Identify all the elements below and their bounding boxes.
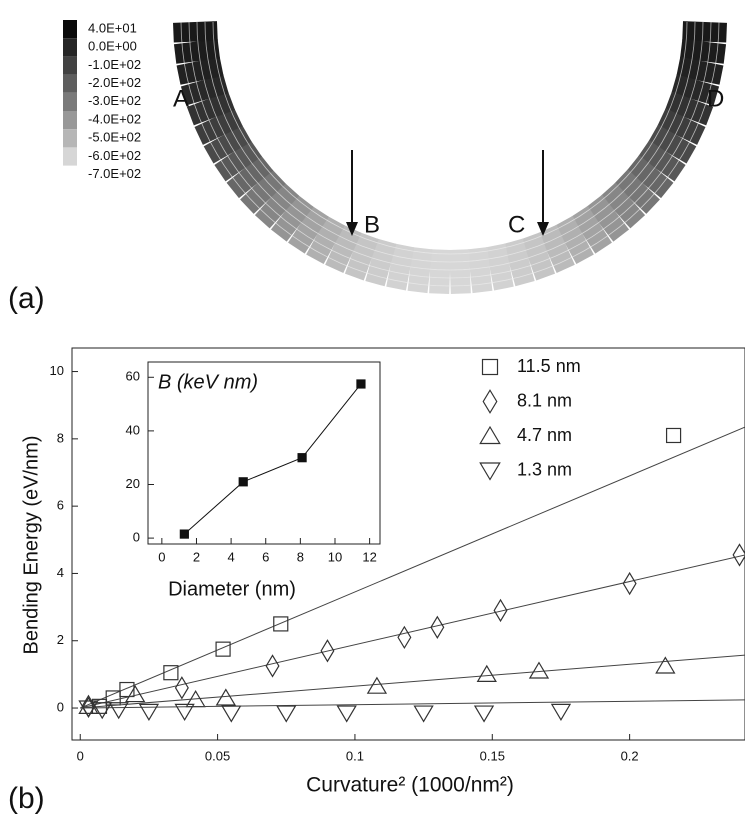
tube-segment [600,212,616,224]
y-tick-label: 20 [126,476,140,491]
colorbar-swatch [63,93,77,111]
marker [298,454,306,462]
tube-segment [548,245,566,253]
x-tick-label: 4 [227,549,234,564]
colorbar-label: -3.0E+02 [88,93,141,108]
tube [181,22,719,286]
x-tick-label: 8 [297,549,304,564]
tube-segment [698,61,702,80]
colorbar-swatch [63,111,77,129]
tube-line [181,22,719,286]
colorbar-label: -7.0E+02 [88,166,141,181]
y-tick-label: 6 [57,498,64,513]
point-label: B [364,211,380,238]
tube-segment [430,271,450,272]
marker [357,380,365,388]
point-label: D [707,85,724,112]
tube-segment [630,184,644,198]
tube-segment [704,22,705,42]
main-chart: 0 0.05 0.1 0.15 0.2 0 2 4 6 8 10 Curvature² (1000/n… [20,348,745,797]
point-label: A [173,85,189,112]
colorbar-label: -1.0E+02 [88,57,141,72]
tube-segment [256,184,270,198]
x-tick-label: 0.05 [205,748,230,763]
tube-line [197,22,703,270]
tube-segment [644,169,656,184]
colorbar-label: -6.0E+02 [88,148,141,163]
legend-label: 11.5 nm [517,356,581,376]
tube-segment [195,22,196,42]
page: (a) (b) A B C D 4.0E+01 0.0E+00 -1.0E+02 -2… [0,0,745,819]
tube-segment [677,118,685,136]
y-tick-label: 2 [57,632,64,647]
colorbar-swatch [63,56,77,74]
x-tick-label: 6 [262,549,269,564]
tube-segment [490,265,510,269]
colorbar-label: -5.0E+02 [88,130,141,145]
colorbar-label: 0.0E+00 [88,39,137,54]
x-axis-label: Curvature² (1000/nm²) [306,774,514,797]
colorbar: 4.0E+01 0.0E+00 -1.0E+02 -2.0E+02 -3.0E+02 -4… [63,20,141,181]
x-tick-label: 0 [77,748,84,763]
legend-label: 4.7 nm [517,425,572,445]
y-tick-label: 0 [57,699,64,714]
y-tick-label: 4 [57,565,64,580]
figure: (a) (b) A B C D 4.0E+01 0.0E+00 -1.0E+02 -2… [0,0,745,819]
y-tick-label: 60 [126,369,140,384]
colorbar-swatch [63,75,77,93]
x-tick-label: 2 [193,549,200,564]
tube-segment [450,271,470,272]
marker [239,478,247,486]
x-tick-label: 12 [362,549,376,564]
y-tick-label: 10 [50,363,64,378]
legend-label: 8.1 nm [517,390,572,410]
colorbar-label: -4.0E+02 [88,111,141,126]
y-axis-label: Bending Energy (eV/nm) [20,435,42,654]
point-label: C [508,211,525,238]
x-tick-label: 10 [328,549,342,564]
colorbar-swatch [63,129,77,147]
tube-line [189,22,711,278]
tube-segment [214,118,222,136]
tube-segment [284,212,300,224]
colorbar-label: 4.0E+01 [88,20,137,35]
x-tick-label: 0 [158,549,165,564]
tube-segment [198,61,202,80]
y-tick-label: 0 [133,530,140,545]
panel-label: (b) [8,782,45,815]
tube-segment [616,199,631,212]
colorbar-swatch [63,20,77,38]
tube-segment [270,199,285,212]
tube-segment [334,245,352,253]
panel-label: (a) [8,282,45,315]
y-tick-label: 8 [57,430,64,445]
x-axis-label: Diameter (nm) [168,578,296,600]
colorbar-swatch [63,38,77,56]
x-tick-label: 0.1 [346,748,364,763]
colorbar-swatch [63,147,77,165]
x-tick-label: 0.15 [480,748,505,763]
y-tick-label: 40 [126,422,140,437]
tube-segment [390,265,410,269]
inset-title: B (keV nm) [158,371,258,393]
colorbar-label: -2.0E+02 [88,75,141,90]
marker [180,530,188,538]
x-tick-label: 0.2 [621,748,639,763]
legend-label: 1.3 nm [517,459,572,479]
tube-segment [244,169,256,184]
